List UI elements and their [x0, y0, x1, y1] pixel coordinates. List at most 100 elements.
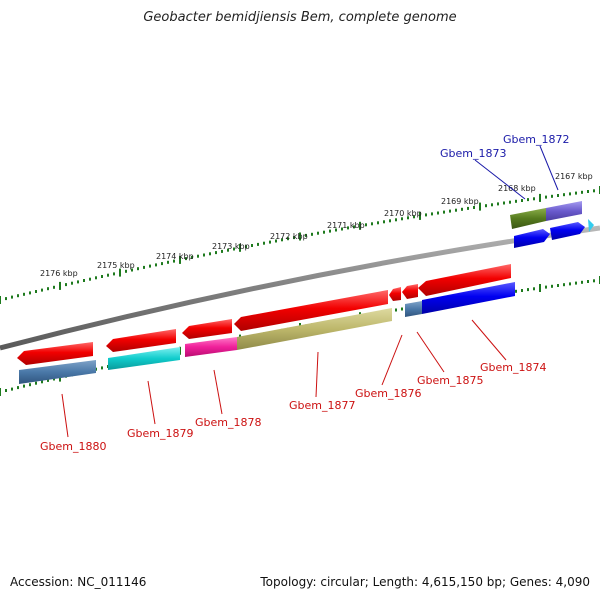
minor-tick — [413, 215, 415, 219]
minor-tick — [89, 277, 91, 281]
scale-label: 2169 kbp — [441, 197, 479, 206]
minor-tick — [581, 190, 583, 194]
minor-tick — [101, 366, 103, 370]
label-gbem-1874[interactable]: Gbem_1874 — [480, 361, 546, 374]
major-tick — [299, 232, 301, 241]
gene-gbem-1879[interactable] — [106, 329, 176, 352]
minor-tick — [293, 236, 295, 240]
minor-tick — [161, 262, 163, 266]
minor-tick — [137, 267, 139, 271]
minor-tick — [17, 386, 19, 390]
major-tick — [239, 243, 241, 252]
gene-gbem-1878[interactable] — [182, 319, 232, 339]
minor-tick — [485, 204, 487, 208]
gene-arrowhead-cyan[interactable] — [588, 219, 594, 232]
label-gbem-1877[interactable]: Gbem_1877 — [289, 399, 355, 412]
minor-tick — [125, 269, 127, 273]
minor-tick — [533, 287, 535, 291]
minor-tick — [545, 285, 547, 289]
scale-label: 2170 kbp — [384, 209, 422, 218]
minor-tick — [215, 251, 217, 255]
minor-tick — [185, 257, 187, 261]
minor-tick — [317, 231, 319, 235]
major-tick — [359, 221, 361, 230]
minor-tick — [395, 308, 397, 312]
cds-gbem-1878[interactable] — [185, 337, 237, 357]
minor-tick — [233, 247, 235, 251]
minor-tick — [41, 380, 43, 384]
label-gbem-1872[interactable]: Gbem_1872 — [503, 133, 569, 146]
minor-tick — [515, 289, 517, 293]
minor-tick — [557, 194, 559, 197]
minor-tick — [527, 288, 529, 292]
minor-tick — [491, 203, 493, 207]
outer-scale-track — [0, 186, 600, 304]
minor-tick — [395, 218, 397, 222]
minor-tick — [521, 289, 523, 292]
minor-tick — [593, 279, 595, 283]
minor-tick — [209, 252, 211, 256]
minor-tick — [173, 259, 175, 263]
gene-gbem-1876[interactable] — [389, 287, 401, 301]
minor-tick — [563, 193, 565, 197]
minor-tick — [113, 272, 115, 276]
gene-gbem-1877[interactable] — [234, 290, 388, 331]
label-gbem-1873[interactable]: Gbem_1873 — [440, 147, 506, 160]
cds-gbem-1875[interactable] — [405, 301, 422, 317]
accession-text: Accession: NC_011146 — [10, 575, 147, 589]
minor-tick — [389, 219, 391, 223]
minor-tick — [11, 295, 13, 299]
gene-gbem-1880[interactable] — [17, 342, 93, 365]
minor-tick — [143, 265, 145, 269]
minor-tick — [263, 241, 265, 245]
cds-gbem-1874[interactable] — [422, 282, 515, 314]
minor-tick — [95, 276, 97, 280]
major-tick — [419, 211, 421, 220]
scale-label: 2172 kbp — [270, 232, 308, 241]
minor-tick — [155, 263, 157, 267]
scale-label: 2176 kbp — [40, 269, 78, 278]
minor-tick — [5, 297, 7, 301]
minor-tick — [275, 239, 277, 243]
minor-tick — [401, 217, 403, 221]
minor-tick — [245, 245, 247, 249]
minor-tick — [473, 206, 475, 209]
label-gbem-1880[interactable]: Gbem_1880 — [40, 440, 106, 453]
minor-tick — [365, 223, 367, 227]
major-tick — [119, 268, 121, 277]
minor-tick — [305, 233, 307, 237]
minor-tick — [377, 221, 379, 225]
gene-gbem-1875[interactable] — [402, 284, 418, 299]
cds-gbem-1873[interactable] — [514, 229, 550, 248]
minor-tick — [77, 280, 79, 284]
label-gbem-1875[interactable]: Gbem_1875 — [417, 374, 483, 387]
cds-gbem-1872[interactable] — [550, 222, 585, 240]
minor-tick — [455, 208, 457, 212]
gene-gbem-1873[interactable] — [510, 208, 546, 229]
minor-tick — [5, 389, 7, 392]
gene-gbem-1874[interactable] — [418, 264, 511, 296]
label-gbem-1876[interactable]: Gbem_1876 — [355, 387, 421, 400]
gene-gbem-1872[interactable] — [546, 201, 582, 221]
minor-tick — [191, 255, 193, 259]
scale-label: 2175 kbp — [97, 261, 135, 270]
cds-gbem-1880[interactable] — [19, 360, 96, 384]
minor-tick — [335, 228, 337, 232]
minor-tick — [551, 194, 553, 198]
minor-tick — [311, 232, 313, 236]
minor-tick — [569, 282, 571, 286]
minor-tick — [149, 264, 151, 268]
minor-tick — [575, 191, 577, 195]
minor-tick — [575, 281, 577, 285]
major-tick — [539, 193, 541, 202]
cds-gbem-1877[interactable] — [237, 308, 392, 350]
major-tick — [0, 388, 1, 396]
cds-gbem-1879[interactable] — [108, 347, 180, 370]
label-gbem-1878[interactable]: Gbem_1878 — [195, 416, 261, 429]
minor-tick — [47, 378, 49, 382]
minor-tick — [551, 284, 553, 288]
minor-tick — [587, 190, 589, 193]
minor-tick — [593, 189, 595, 193]
label-gbem-1879[interactable]: Gbem_1879 — [127, 427, 193, 440]
